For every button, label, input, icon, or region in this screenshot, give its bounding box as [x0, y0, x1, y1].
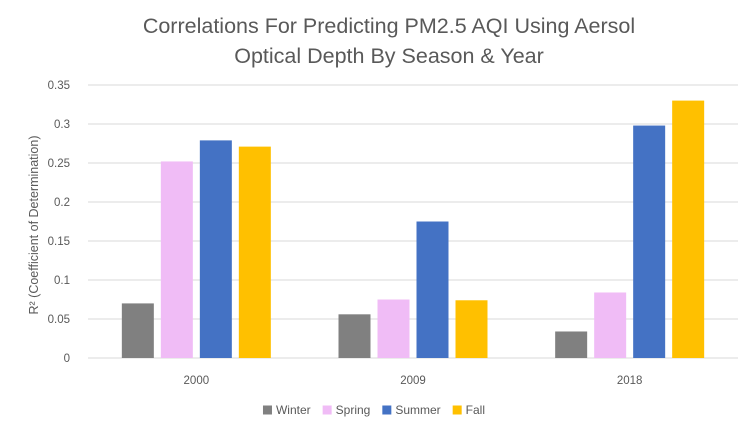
chart-title-line-2: Optical Depth By Season & Year: [234, 44, 544, 68]
bar-fall-2018: [672, 100, 705, 358]
gridlines: [88, 84, 738, 359]
legend-swatch-winter: [262, 405, 272, 415]
x-tick-label: 2018: [617, 375, 643, 387]
bar-summer-2018: [633, 125, 666, 358]
y-tick-labels: 0 0.05 0.1 0.15 0.2 0.25 0.3 0.35: [48, 80, 70, 365]
legend-label-winter: Winter: [276, 403, 311, 417]
legend-swatch-summer: [382, 405, 392, 415]
bar-summer-2009: [416, 221, 449, 358]
y-tick-label: 0.05: [48, 314, 70, 326]
chart-title-line-1: Correlations For Predicting PM2.5 AQI Us…: [143, 14, 635, 38]
bar-spring-2009: [377, 299, 410, 358]
bar-spring-2018: [594, 292, 627, 358]
y-tick-label: 0.35: [48, 80, 70, 92]
bar-summer-2000: [199, 140, 232, 358]
bar-winter-2018: [555, 331, 588, 358]
bar-fall-2000: [238, 146, 271, 358]
x-tick-labels: 2000 2009 2018: [184, 375, 643, 387]
y-tick-label: 0.2: [54, 197, 70, 209]
legend-swatch-fall: [452, 405, 462, 415]
y-tick-label: 0.3: [54, 119, 70, 131]
bars: [121, 100, 705, 358]
bar-fall-2009: [455, 300, 488, 358]
x-tick-label: 2000: [184, 375, 210, 387]
legend-label-fall: Fall: [466, 403, 485, 417]
y-tick-label: 0.15: [48, 236, 70, 248]
y-tick-label: 0.1: [54, 275, 70, 287]
bar-winter-2009: [338, 314, 371, 358]
legend-swatch-spring: [322, 405, 332, 415]
bar-spring-2000: [160, 161, 193, 358]
y-tick-label: 0.25: [48, 158, 70, 170]
bar-winter-2000: [121, 303, 154, 358]
legend-label-summer: Summer: [395, 403, 440, 417]
x-tick-label: 2009: [400, 375, 426, 387]
y-tick-label: 0: [64, 353, 70, 365]
y-axis-label: R² (Coefficient of Determination): [27, 135, 41, 314]
legend: Winter Spring Summer Fall: [262, 403, 485, 417]
legend-label-spring: Spring: [336, 403, 371, 417]
